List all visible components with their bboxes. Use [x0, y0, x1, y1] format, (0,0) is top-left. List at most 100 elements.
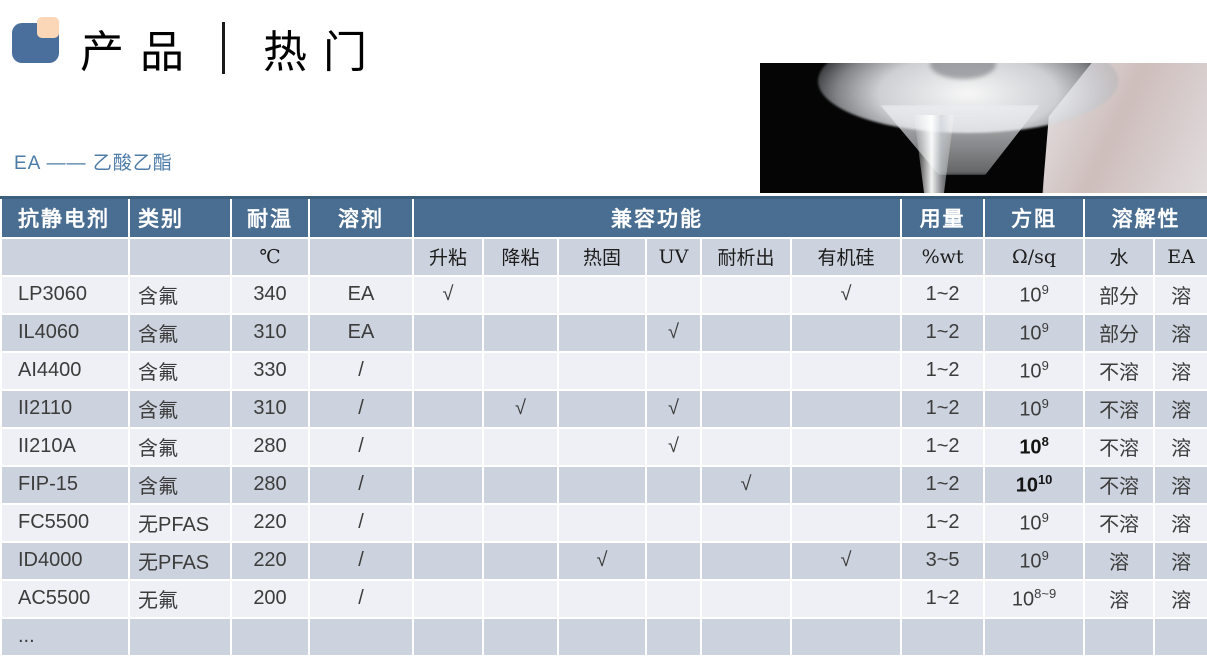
- water-solubility-cell: [1083, 616, 1156, 657]
- dosage-cell: [900, 616, 986, 657]
- resistance-exponent: 9: [1041, 319, 1049, 335]
- resistance-cell: 108: [983, 426, 1086, 467]
- compat-cell: [557, 312, 647, 353]
- product-cell: ...: [0, 616, 130, 657]
- compat-cell: [482, 312, 559, 353]
- units-solvent-cell: [308, 236, 414, 277]
- compat-cell: [645, 350, 702, 391]
- compat-cell: [557, 502, 647, 543]
- water-solubility-cell: 不溶: [1083, 388, 1156, 429]
- product-cell: FIP-15: [0, 464, 130, 505]
- compat-cell: √: [482, 388, 559, 429]
- ea-solubility-cell: 溶: [1153, 464, 1207, 505]
- solvent-cell: /: [308, 540, 414, 581]
- resistance-base: 10: [1011, 588, 1035, 611]
- compat-cell: [700, 426, 792, 467]
- units-compat-cell: 升粘: [412, 236, 484, 277]
- units-compat-cell: 有机硅: [789, 236, 903, 277]
- compat-cell: [789, 312, 903, 353]
- dosage-cell: 1~2: [900, 274, 986, 315]
- compat-cell: [700, 312, 792, 353]
- compat-cell: [557, 464, 647, 505]
- compat-cell: [557, 578, 647, 619]
- temp-cell: 340: [230, 274, 310, 315]
- units-dosage-cell: %wt: [900, 236, 986, 277]
- dosage-cell: 1~2: [900, 312, 986, 353]
- temp-cell: 200: [230, 578, 310, 619]
- resistance-cell: 109: [983, 312, 1086, 353]
- table-units-row: ℃ 升粘 降粘 热固 UV 耐析出 有机硅 %wt Ω/sq 水 EA: [0, 236, 1207, 277]
- title-products: 产品: [80, 27, 200, 78]
- units-category-cell: [128, 236, 232, 277]
- compat-cell: [645, 578, 702, 619]
- photo-funnel-opening: [930, 63, 996, 79]
- compat-cell: [557, 388, 647, 429]
- page-title: 产品 热门: [80, 20, 383, 78]
- temp-cell: 220: [230, 540, 310, 581]
- solvent-cell: [308, 616, 414, 657]
- compat-cell: [412, 502, 484, 543]
- solvent-cell: /: [308, 388, 414, 429]
- solvent-cell: EA: [308, 312, 414, 353]
- resistance-base: 10: [1019, 550, 1042, 573]
- compat-cell: [700, 274, 792, 315]
- table-row: ...: [0, 616, 1207, 657]
- category-cell: 含氟: [128, 426, 232, 467]
- temp-cell: 280: [230, 464, 310, 505]
- dosage-cell: 1~2: [900, 578, 986, 619]
- units-resistance-cell: Ω/sq: [983, 236, 1086, 277]
- compat-cell: [482, 502, 559, 543]
- resistance-base: 10: [1019, 322, 1042, 345]
- solvent-cell: /: [308, 502, 414, 543]
- resistance-cell: [983, 616, 1086, 657]
- units-water-cell: 水: [1083, 236, 1156, 277]
- ea-solubility-cell: 溶: [1153, 350, 1207, 391]
- compat-cell: √: [412, 274, 484, 315]
- units-product-cell: [0, 236, 130, 277]
- temp-cell: 280: [230, 426, 310, 467]
- temp-cell: 310: [230, 312, 310, 353]
- resistance-base: 10: [1019, 398, 1042, 421]
- dosage-cell: 1~2: [900, 464, 986, 505]
- col-header-resistance: 方阻: [983, 196, 1086, 239]
- resistance-exponent: 8~9: [1034, 585, 1057, 601]
- table-row: LP3060 含氟 340 EA √ √ 1~2 109 部分溶: [0, 274, 1207, 315]
- compat-cell: [412, 388, 484, 429]
- table-row: II210A 含氟 280/√ 1~2 108 不溶溶: [0, 426, 1207, 467]
- category-cell: 含氟: [128, 350, 232, 391]
- resistance-cell: 109: [983, 540, 1086, 581]
- ea-solubility-cell: 溶: [1153, 426, 1207, 467]
- compat-cell: [412, 464, 484, 505]
- compat-cell: [557, 616, 647, 657]
- units-compat-cell: 热固: [557, 236, 647, 277]
- compat-cell: [700, 616, 792, 657]
- product-cell: LP3060: [0, 274, 130, 315]
- resistance-exponent: 9: [1041, 547, 1049, 563]
- solvent-cell: /: [308, 578, 414, 619]
- compat-cell: [412, 578, 484, 619]
- ea-solubility-cell: 溶: [1153, 502, 1207, 543]
- water-solubility-cell: 部分: [1083, 274, 1156, 315]
- units-compat-cell: UV: [645, 236, 702, 277]
- compat-cell: [412, 616, 484, 657]
- compat-cell: [645, 616, 702, 657]
- table-row: FIP-15 含氟 280/√ 1~2 1010 不溶溶: [0, 464, 1207, 505]
- units-temp-cell: ℃: [230, 236, 310, 277]
- title-divider: [222, 22, 225, 74]
- compat-cell: [412, 312, 484, 353]
- units-compat-cell: 耐析出: [700, 236, 792, 277]
- compat-cell: √: [645, 312, 702, 353]
- resistance-exponent: 8: [1041, 433, 1049, 449]
- ea-solubility-cell: 溶: [1153, 274, 1207, 315]
- resistance-exponent: 9: [1041, 281, 1049, 297]
- compat-cell: [789, 578, 903, 619]
- water-solubility-cell: 不溶: [1083, 502, 1156, 543]
- compat-cell: [700, 350, 792, 391]
- compat-cell: [789, 464, 903, 505]
- logo-peach-square: [37, 17, 59, 38]
- compat-cell: [700, 388, 792, 429]
- col-header-compat-group: 兼容功能: [411, 196, 903, 239]
- compat-cell: [482, 464, 559, 505]
- col-header-solvent: 溶剂: [308, 196, 414, 239]
- water-solubility-cell: 部分: [1083, 312, 1156, 353]
